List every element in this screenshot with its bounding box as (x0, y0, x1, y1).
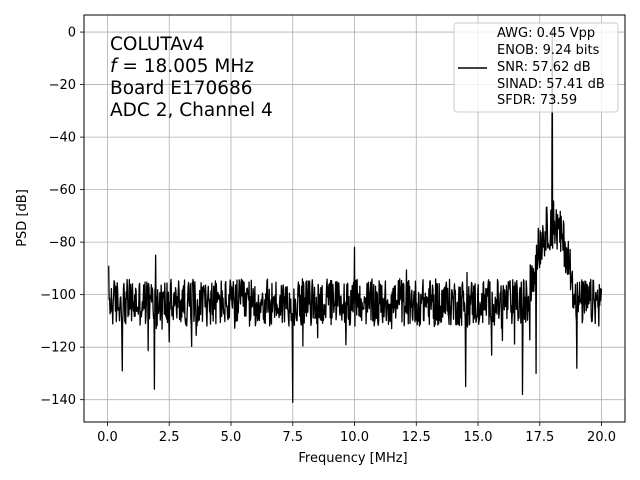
legend-entry-snr: SNR: 57.62 dB (497, 60, 591, 75)
x-axis-ticks: 0.0 2.5 5.0 7.5 10.0 12.5 15.0 17.5 20.0 (97, 422, 616, 445)
x-tick-label: 20.0 (587, 430, 616, 445)
legend-entry-awg: AWG: 0.45 Vpp (497, 26, 595, 41)
x-tick-label: 2.5 (159, 430, 180, 445)
y-tick-label: −80 (49, 236, 76, 251)
legend-box (453, 22, 619, 113)
plot-area (108, 31, 603, 403)
y-tick-label: −40 (49, 131, 76, 146)
y-axis-ticks: 0 −20 −40 −60 −80 −100 −120 −140 (40, 26, 84, 408)
info-annotation: COLUTAv4 f = 18.005 MHz Board E170686 AD… (110, 34, 273, 121)
x-tick-label: 10.0 (340, 430, 369, 445)
legend-entry-enob: ENOB: 9.24 bits (497, 43, 600, 58)
y-tick-label: −100 (40, 288, 76, 303)
y-tick-label: −120 (40, 341, 76, 356)
x-tick-label: 17.5 (525, 430, 554, 445)
legend-entry-sfdr: SFDR: 73.59 (497, 93, 577, 108)
info-frequency: f = 18.005 MHz (110, 56, 254, 77)
y-tick-label: 0 (68, 26, 76, 41)
legend: AWG: 0.45 Vpp ENOB: 9.24 bits SNR: 57.62… (453, 22, 619, 113)
info-board: Board E170686 (110, 78, 253, 99)
info-channel: ADC 2, Channel 4 (110, 100, 273, 121)
x-tick-label: 15.0 (464, 430, 493, 445)
x-tick-label: 5.0 (221, 430, 242, 445)
x-tick-label: 12.5 (402, 430, 431, 445)
x-tick-label: 7.5 (282, 430, 303, 445)
info-frequency-symbol: f (110, 56, 119, 77)
y-tick-label: −140 (40, 393, 76, 408)
x-axis-label: Frequency [MHz] (298, 451, 407, 466)
y-axis-label: PSD [dB] (15, 189, 30, 247)
y-tick-label: −60 (49, 183, 76, 198)
y-tick-label: −20 (49, 78, 76, 93)
info-frequency-value: = 18.005 MHz (117, 56, 254, 77)
psd-series-line (108, 31, 603, 403)
x-tick-label: 0.0 (97, 430, 118, 445)
info-chip-name: COLUTAv4 (110, 34, 205, 55)
legend-entry-sinad: SINAD: 57.41 dB (497, 77, 605, 92)
